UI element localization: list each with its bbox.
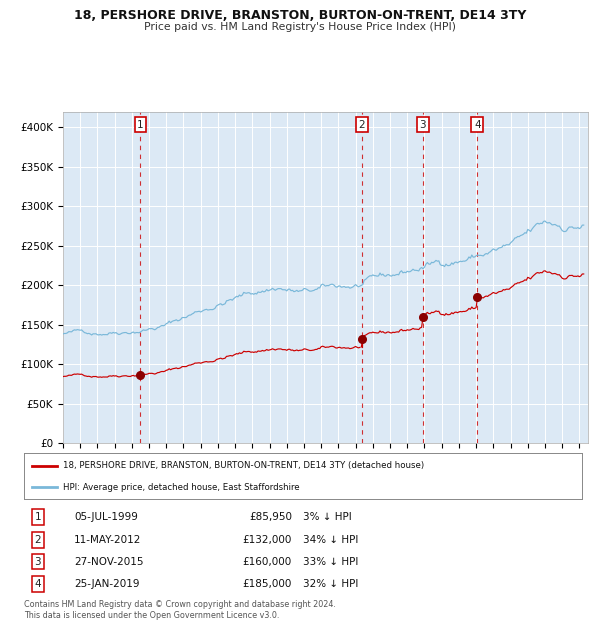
- Text: 1: 1: [35, 512, 41, 522]
- Text: 2: 2: [358, 120, 365, 130]
- Text: 3: 3: [419, 120, 426, 130]
- Text: £132,000: £132,000: [242, 535, 292, 545]
- Text: £160,000: £160,000: [242, 557, 292, 567]
- Text: 18, PERSHORE DRIVE, BRANSTON, BURTON-ON-TRENT, DE14 3TY: 18, PERSHORE DRIVE, BRANSTON, BURTON-ON-…: [74, 9, 526, 22]
- Text: 32% ↓ HPI: 32% ↓ HPI: [303, 579, 358, 589]
- Text: 1: 1: [137, 120, 144, 130]
- Text: 4: 4: [474, 120, 481, 130]
- Text: 4: 4: [35, 579, 41, 589]
- Text: 25-JAN-2019: 25-JAN-2019: [74, 579, 140, 589]
- Text: Price paid vs. HM Land Registry's House Price Index (HPI): Price paid vs. HM Land Registry's House …: [144, 22, 456, 32]
- Text: 11-MAY-2012: 11-MAY-2012: [74, 535, 142, 545]
- Text: 05-JUL-1999: 05-JUL-1999: [74, 512, 138, 522]
- Text: 34% ↓ HPI: 34% ↓ HPI: [303, 535, 358, 545]
- Text: Contains HM Land Registry data © Crown copyright and database right 2024.
This d: Contains HM Land Registry data © Crown c…: [24, 600, 336, 619]
- Text: 2: 2: [35, 535, 41, 545]
- Text: 3: 3: [35, 557, 41, 567]
- Text: HPI: Average price, detached house, East Staffordshire: HPI: Average price, detached house, East…: [63, 483, 299, 492]
- Text: 27-NOV-2015: 27-NOV-2015: [74, 557, 144, 567]
- Text: £85,950: £85,950: [249, 512, 292, 522]
- Text: £185,000: £185,000: [242, 579, 292, 589]
- Text: 18, PERSHORE DRIVE, BRANSTON, BURTON-ON-TRENT, DE14 3TY (detached house): 18, PERSHORE DRIVE, BRANSTON, BURTON-ON-…: [63, 461, 424, 470]
- Text: 33% ↓ HPI: 33% ↓ HPI: [303, 557, 358, 567]
- Text: 3% ↓ HPI: 3% ↓ HPI: [303, 512, 352, 522]
